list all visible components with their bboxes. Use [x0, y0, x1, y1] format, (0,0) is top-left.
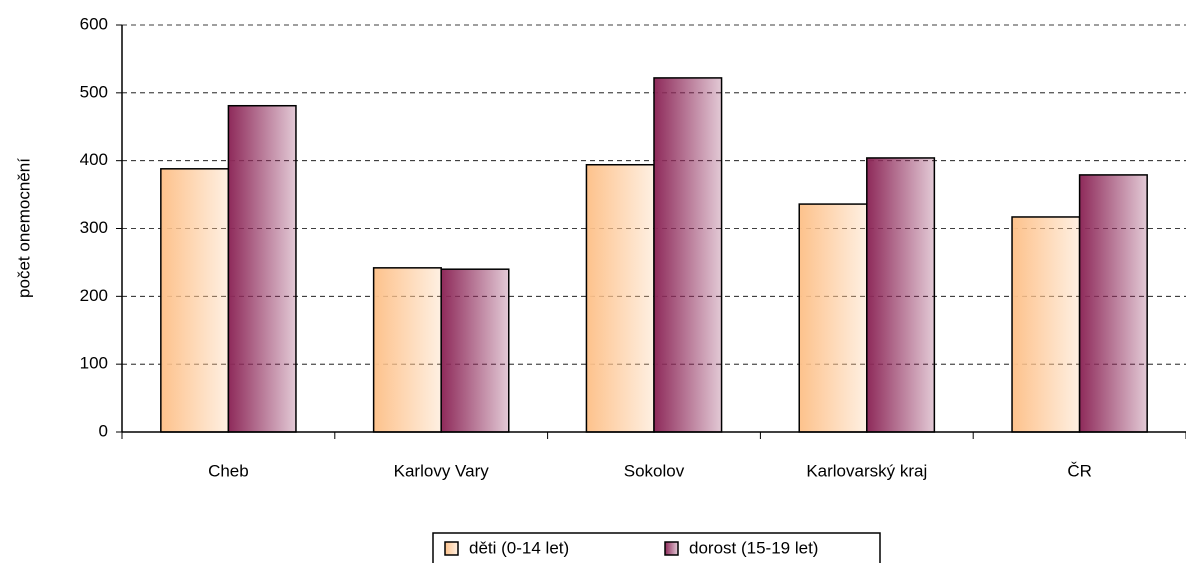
bar: [866, 157, 936, 433]
y-tick-label: 0: [99, 421, 108, 440]
y-tick-label: 500: [80, 82, 108, 101]
legend-label: děti (0-14 let): [469, 538, 569, 557]
bar: [440, 268, 510, 433]
x-tick-label: Karlovy Vary: [394, 461, 490, 480]
bar: [160, 168, 230, 433]
bar: [372, 267, 442, 433]
legend-box: [432, 532, 881, 563]
legend-swatch: [664, 541, 679, 556]
y-axis-label: počet onemocnění: [14, 158, 33, 298]
x-tick-label: Cheb: [208, 461, 249, 480]
bar: [1078, 174, 1148, 433]
bar: [585, 163, 655, 433]
legend-swatch: [444, 541, 459, 556]
bar: [798, 203, 868, 433]
y-tick-label: 600: [80, 14, 108, 33]
y-tick-label: 100: [80, 354, 108, 373]
x-tick-label: ČR: [1067, 461, 1092, 480]
legend-label: dorost (15-19 let): [689, 538, 818, 557]
y-tick-label: 400: [80, 150, 108, 169]
y-tick-label: 200: [80, 286, 108, 305]
bar: [1011, 216, 1081, 433]
x-tick-label: Sokolov: [624, 461, 685, 480]
y-tick-label: 300: [80, 218, 108, 237]
x-tick-label: Karlovarský kraj: [806, 461, 927, 480]
bar: [227, 104, 297, 433]
bar: [653, 77, 723, 433]
